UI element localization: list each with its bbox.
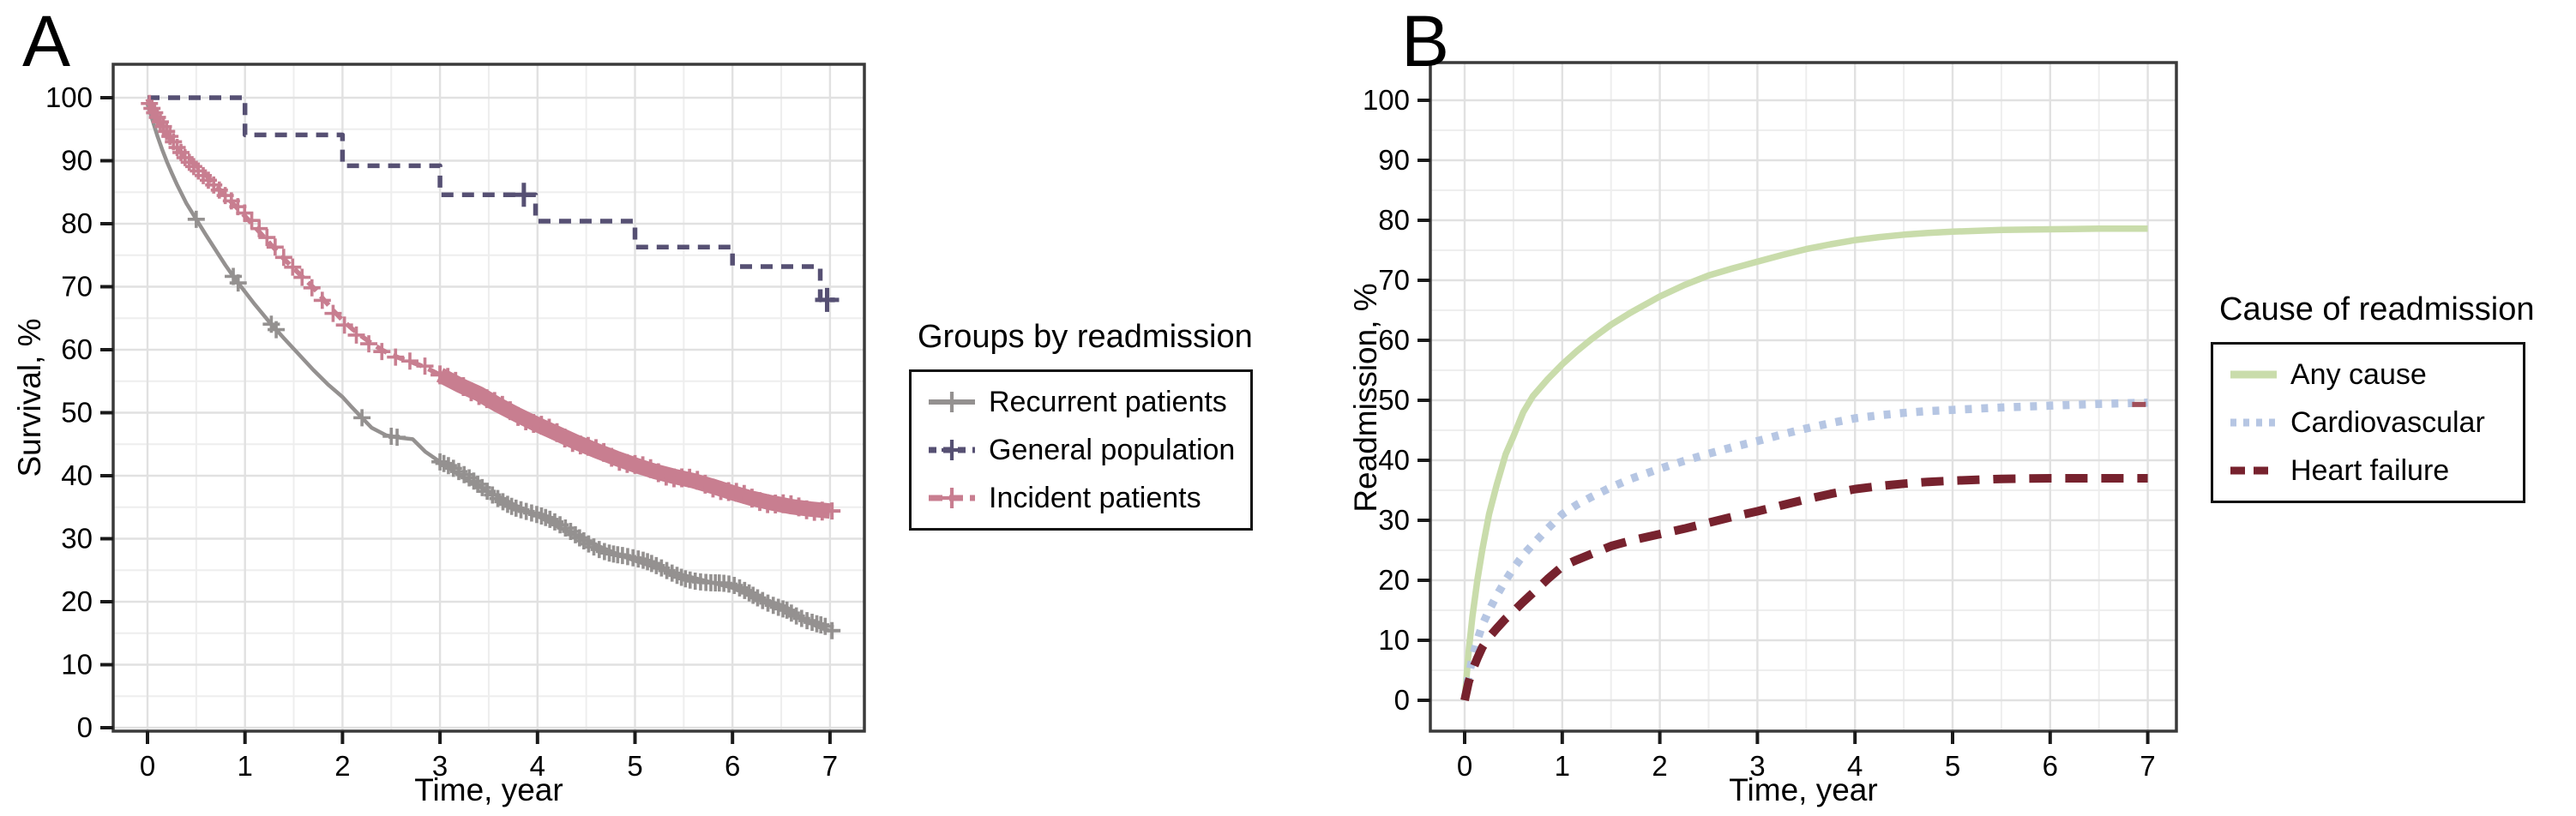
panel-b-x-tick-label: 0 bbox=[1457, 750, 1472, 782]
panel-b-y-tick-label: 100 bbox=[1363, 84, 1410, 116]
panel-b-series bbox=[1460, 225, 2148, 702]
panel-b-y-tick-label: 0 bbox=[1394, 684, 1410, 716]
panel-a-xaxis-title: Time, year bbox=[414, 772, 563, 807]
panel-a-x-tick-label: 3 bbox=[432, 750, 448, 782]
panel-a-series bbox=[141, 94, 841, 639]
panel-b-y-tick-label: 20 bbox=[1378, 564, 1410, 596]
panel-b-legend: Cause of readmission Any cause Cardiovas… bbox=[2211, 291, 2535, 503]
legend-item-label: General population bbox=[989, 433, 1236, 466]
panel-a-x-tick-label: 0 bbox=[140, 750, 155, 782]
legend-item-cardiovascular: Cardiovascular bbox=[2229, 403, 2507, 442]
panel-a-x-tick-label: 1 bbox=[238, 750, 253, 782]
panel-a-y-tick-label: 0 bbox=[77, 711, 93, 743]
panel-a-y-tick-label: 80 bbox=[61, 207, 93, 239]
panel-b-x-tick-label: 5 bbox=[1945, 750, 1960, 782]
legend-item-label: Incident patients bbox=[989, 481, 1201, 514]
panel-a-censor-marks bbox=[187, 210, 841, 639]
panel-b-y-tick-label: 30 bbox=[1378, 504, 1410, 536]
panel-b-x-tick-label: 4 bbox=[1847, 750, 1863, 782]
any-cause-line-icon bbox=[2230, 370, 2277, 379]
panel-b-x-tick-label: 6 bbox=[2043, 750, 2058, 782]
panel-a-y-tick-label: 10 bbox=[61, 649, 93, 681]
panel-a-y-tick-label: 40 bbox=[61, 459, 93, 491]
panel-a-letter: A bbox=[22, 1, 71, 81]
legend-item-label: Any cause bbox=[2290, 357, 2427, 391]
legend-item-general-population: General population bbox=[927, 430, 1235, 470]
panel-b-border bbox=[1429, 61, 2178, 733]
panel-b-y-tick-label: 40 bbox=[1378, 444, 1410, 476]
panel-b-yaxis-title: Readmission, % bbox=[1348, 283, 1383, 513]
panel-b-y-tick-label: 90 bbox=[1378, 144, 1410, 176]
panel-a-yaxis-title: Survival, % bbox=[12, 318, 47, 477]
panel-a-y-tick-label: 60 bbox=[61, 333, 93, 365]
heart-failure-line-icon bbox=[2230, 466, 2277, 475]
panel-a-legend-title: Groups by readmission bbox=[918, 319, 1253, 355]
panel-a-x-tick-label: 6 bbox=[725, 750, 740, 782]
panel-a-y-tick-label: 90 bbox=[61, 145, 93, 177]
panel-b-y-tick-label: 80 bbox=[1378, 204, 1410, 236]
panel-b-y-tick-label: 10 bbox=[1378, 624, 1410, 656]
panel-a-y-tick-label: 100 bbox=[45, 81, 93, 113]
panel-a-x-tick-label: 7 bbox=[822, 750, 838, 782]
panel-a-legend-box: Recurrent patients General population In… bbox=[909, 369, 1254, 531]
panel-a-censor-marks bbox=[141, 94, 841, 521]
legend-item-label: Heart failure bbox=[2290, 453, 2450, 487]
legend-item-any-cause: Any cause bbox=[2229, 355, 2507, 394]
panel-a-x-tick-label: 4 bbox=[530, 750, 545, 782]
recurrent-patients-line-icon bbox=[929, 392, 975, 412]
panel-a-censor-marks bbox=[511, 183, 840, 312]
legend-item-label: Recurrent patients bbox=[989, 385, 1227, 418]
panel-b-x-tick-label: 7 bbox=[2140, 750, 2155, 782]
panel-b-legend-title: Cause of readmission bbox=[2219, 291, 2535, 327]
panel-a-border bbox=[111, 63, 866, 733]
panel-b-y-tick-label: 50 bbox=[1378, 384, 1410, 416]
legend-item-label: Cardiovascular bbox=[2290, 405, 2485, 439]
legend-item-recurrent-patients: Recurrent patients bbox=[927, 382, 1235, 422]
panel-b-x-tick-label: 2 bbox=[1652, 750, 1667, 782]
panel-a-x-tick-label: 5 bbox=[627, 750, 642, 782]
panel-b-x-tick-label: 1 bbox=[1555, 750, 1570, 782]
panel-b-letter: B bbox=[1401, 1, 1450, 81]
panel-a-x-tick-label: 2 bbox=[334, 750, 350, 782]
panel-b-x-tick-label: 3 bbox=[1749, 750, 1765, 782]
panel-a-y-tick-label: 50 bbox=[61, 397, 93, 429]
panel-b-xaxis-title: Time, year bbox=[1729, 772, 1878, 807]
panel-b-legend-box: Any cause Cardiovascular Heart failure bbox=[2211, 342, 2525, 503]
panel-a-y-tick-label: 20 bbox=[61, 585, 93, 617]
legend-item-heart-failure: Heart failure bbox=[2229, 451, 2507, 490]
panel-a-y-tick-label: 70 bbox=[61, 271, 93, 303]
panel-b-y-tick-label: 60 bbox=[1378, 324, 1410, 356]
general-population-line-icon bbox=[929, 440, 975, 460]
cardiovascular-line-icon bbox=[2230, 418, 2277, 427]
panel-b-y-tick-label: 70 bbox=[1378, 264, 1410, 296]
incident-patients-line-icon bbox=[929, 488, 975, 508]
panel-b-grid bbox=[1430, 63, 2176, 731]
panel-a-y-tick-label: 30 bbox=[61, 523, 93, 555]
panel-a-legend: Groups by readmission Recurrent patients… bbox=[909, 319, 1254, 531]
legend-item-incident-patients: Incident patients bbox=[927, 478, 1235, 518]
